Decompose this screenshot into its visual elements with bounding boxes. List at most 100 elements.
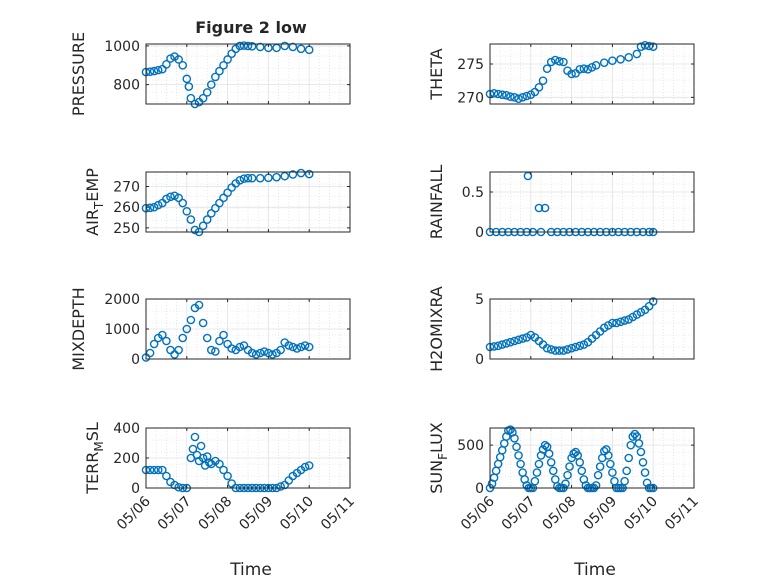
data-point [506,337,515,347]
x-tick-label: 05/07 [155,494,195,534]
data-point [178,198,188,208]
data-point [628,432,638,441]
data-point [235,175,245,185]
figure-title: Figure 2 low [195,18,307,37]
data-point [174,345,183,355]
data-point [211,347,220,356]
y-axis-label: TERRMSL [83,422,106,495]
data-point [630,429,640,439]
data-point [190,432,200,442]
x-tick-label: 05/06 [114,493,154,533]
data-point [616,55,625,64]
data-point [202,333,212,343]
data-point [300,462,310,472]
data-point [296,342,306,352]
data-point [506,425,515,435]
data-point [620,316,629,325]
data-point [198,453,208,463]
data-point [563,345,572,354]
data-point [198,93,208,103]
y-axis-label-main: TERR [83,452,102,495]
data-point [497,340,507,349]
data-point [304,169,314,179]
series-markers [141,168,314,237]
data-point [593,470,603,480]
data-point [608,468,617,477]
data-point [569,449,578,459]
data-point [215,198,224,208]
y-tick-label: 0 [475,481,484,497]
data-point [288,42,298,52]
data-point [235,41,245,51]
data-point [534,459,544,469]
data-point [174,482,183,492]
data-point [276,482,285,491]
data-point [608,56,617,65]
subplot-theta: 270 275 THETA [427,41,695,106]
data-point [534,203,544,213]
data-point [174,55,183,64]
data-point [149,202,159,212]
data-point [510,336,519,346]
data-point [583,65,593,74]
axes-box [145,43,351,105]
data-point [534,83,544,92]
data-point [182,74,192,84]
data-point [215,336,224,346]
data-point [194,300,204,310]
y-tick-label: 0 [475,352,484,368]
data-point [284,341,294,350]
data-point [243,41,253,51]
data-point [604,451,613,460]
data-point [553,481,562,491]
y-tick-label: 2000 [104,292,140,308]
y-axis-label-subscript: M [92,441,106,451]
y-tick-label: 270 [457,90,484,106]
y-tick-label: 260 [113,200,140,216]
data-point [247,348,257,358]
data-point [223,55,232,64]
subplot-sun-flux: 0 500 SUNFLUX 05/06 05/07 05/08 05/09 05/10 05/1… [427,422,702,580]
data-point [153,465,163,475]
x-tick-label: 05/10 [621,494,661,534]
data-point [186,315,196,325]
data-point [288,342,298,352]
data-point [223,188,232,197]
data-point [219,465,228,475]
data-point [518,334,527,343]
y-tick-label: 800 [113,78,140,94]
data-point [276,345,285,355]
data-point [202,215,212,224]
data-point [188,444,198,454]
data-point [304,342,314,352]
data-point [546,57,556,67]
data-point [170,191,179,201]
y-axis-label-rest: SL [83,422,102,441]
data-point [190,225,200,235]
data-point [510,93,519,102]
data-point [575,341,585,351]
y-axis-label: RAINFALL [427,165,446,240]
data-point [606,459,615,469]
data-point [153,200,163,210]
data-point [516,459,525,469]
y-tick-label: 400 [113,421,140,437]
axes-box [489,171,695,233]
data-point [162,60,171,69]
data-point [166,192,175,202]
subplot-h2omixra: 0 5 H2OMIXRA [427,286,695,372]
data-point [514,451,523,460]
subplot-rainfall: 0 0.5 RAINFALL [427,165,695,241]
data-point [219,60,228,70]
data-point [196,441,206,451]
data-point [559,57,568,67]
data-point [184,82,194,91]
data-point [296,168,306,178]
y-axis-label-main: AIR [83,209,102,236]
data-point [255,173,265,183]
data-point [512,442,521,452]
data-point [640,468,650,477]
data-point [272,172,281,182]
data-point [648,42,658,51]
